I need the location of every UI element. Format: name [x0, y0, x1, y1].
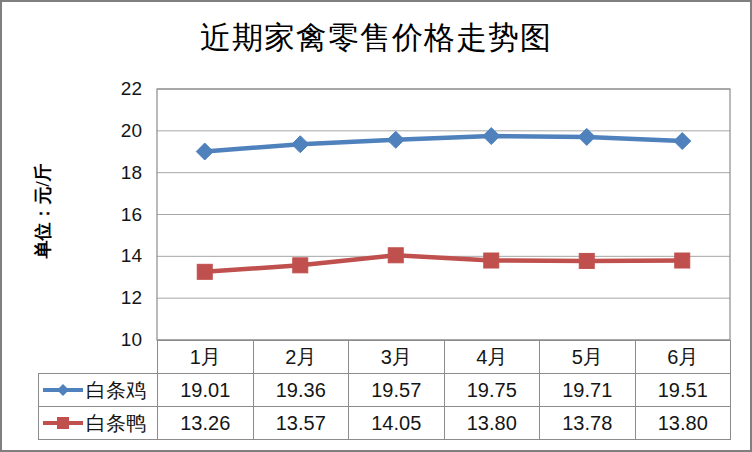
value-cell: 19.51 — [635, 374, 731, 407]
month-header-cell: 1月 — [158, 341, 254, 374]
y-axis-tick-label: 18 — [94, 162, 142, 184]
month-header-cell: 5月 — [540, 341, 636, 374]
value-cell: 13.57 — [253, 407, 349, 440]
data-table: 1月2月3月4月5月6月白条鸡 19.0119.3619.5719.7519.71… — [38, 340, 731, 440]
legend-cell: 白条鸡 — [39, 374, 158, 407]
data-point-marker — [196, 143, 213, 160]
y-axis-tick-label: 22 — [94, 78, 142, 100]
data-point-marker — [292, 136, 309, 153]
data-point-marker — [388, 248, 403, 263]
data-point-marker — [483, 128, 500, 145]
data-point-marker — [579, 253, 594, 268]
legend-entry: 白条鸭 — [39, 410, 157, 437]
value-cell: 14.05 — [349, 407, 445, 440]
value-cell: 19.36 — [253, 374, 349, 407]
value-cell: 13.80 — [444, 407, 540, 440]
month-header-cell: 3月 — [349, 341, 445, 374]
legend-cell: 白条鸭 — [39, 407, 158, 440]
legend-label: 白条鸭 — [86, 410, 146, 437]
table-header-row: 1月2月3月4月5月6月 — [39, 341, 731, 374]
value-cell: 19.75 — [444, 374, 540, 407]
series-line — [205, 136, 683, 151]
month-header-cell: 4月 — [444, 341, 540, 374]
data-point-marker — [387, 131, 404, 148]
data-point-marker — [675, 253, 690, 268]
data-point-marker — [484, 253, 499, 268]
value-cell: 19.71 — [540, 374, 636, 407]
month-header-cell: 2月 — [253, 341, 349, 374]
legend-key-square-icon — [42, 414, 84, 432]
month-header-cell: 6月 — [635, 341, 731, 374]
value-cell: 19.57 — [349, 374, 445, 407]
y-axis-tick-label: 14 — [94, 245, 142, 267]
data-point-marker — [197, 264, 212, 279]
y-axis-tick-label: 20 — [94, 120, 142, 142]
table-row: 白条鸭13.2613.5714.0513.8013.7813.80 — [39, 407, 731, 440]
chart-frame[interactable]: 近期家禽零售价格走势图 单位：元/斤 22201816141210 1月2月3月… — [0, 0, 752, 452]
table-row: 白条鸡 19.0119.3619.5719.7519.7119.51 — [39, 374, 731, 407]
legend-label: 白条鸡 — [86, 377, 146, 404]
value-cell: 19.01 — [158, 374, 254, 407]
y-axis-tick-label: 16 — [94, 204, 142, 226]
data-point-marker — [293, 258, 308, 273]
legend-entry: 白条鸡 — [39, 377, 157, 404]
y-axis-tick-label: 12 — [94, 287, 142, 309]
value-cell: 13.78 — [540, 407, 636, 440]
series-line — [205, 255, 683, 272]
value-cell: 13.26 — [158, 407, 254, 440]
table-corner-spacer — [39, 341, 158, 374]
value-cell: 13.80 — [635, 407, 731, 440]
data-point-marker — [674, 133, 691, 150]
legend-key-diamond-icon — [42, 381, 84, 399]
